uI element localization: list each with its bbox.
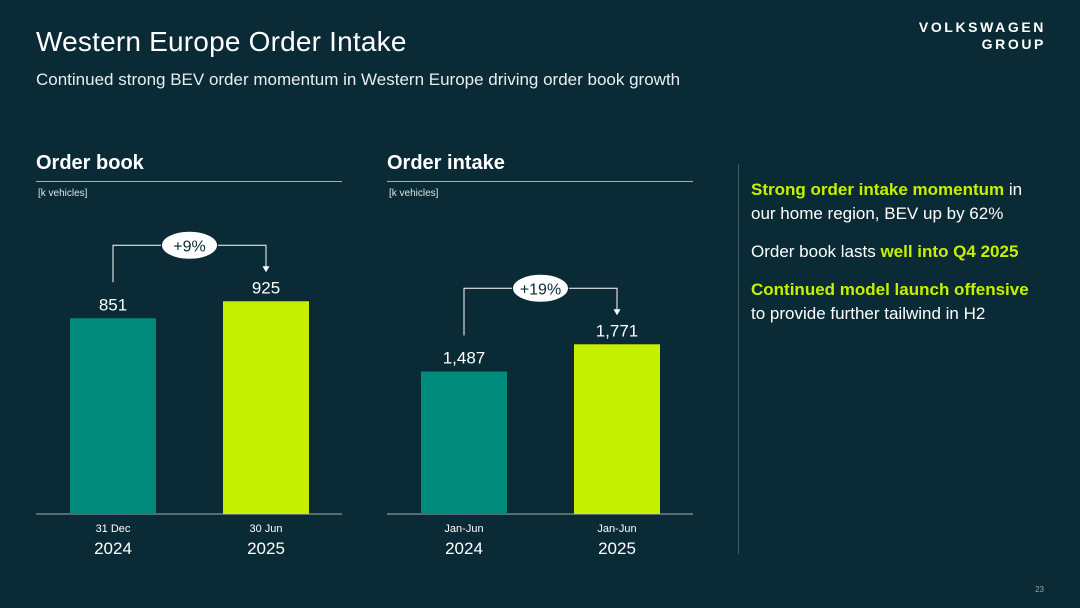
- chart-title: Order book: [36, 152, 144, 174]
- highlight-text: Strong order intake momentum: [751, 180, 1005, 199]
- category-year: 2024: [445, 539, 483, 558]
- value-label: 1,771: [596, 321, 639, 340]
- bar-1: [70, 318, 156, 514]
- order-book-plot: 851 31 Dec 2024 925 30 Jun 2025 +9%: [36, 230, 342, 558]
- category-label: 31 Dec: [96, 523, 131, 535]
- bar-1: [421, 371, 507, 514]
- key-message-2: Order book lasts well into Q4 2025: [751, 240, 1041, 264]
- value-label: 851: [99, 295, 127, 314]
- body-text: Order book lasts: [751, 242, 881, 261]
- logo-line-1: VOLKSWAGEN: [918, 19, 1046, 35]
- page-subtitle: Continued strong BEV order momentum in W…: [36, 70, 681, 89]
- unit-label: [k vehicles]: [389, 188, 439, 199]
- growth-badge: [512, 273, 569, 303]
- order-intake-chart: Order intake [k vehicles] 1,487 Jan-Jun 20…: [387, 152, 693, 562]
- category-year: 2024: [94, 539, 132, 558]
- volkswagen-group-logo: VOLKSWAGEN GROUP: [919, 19, 1046, 53]
- value-label: 1,487: [443, 348, 486, 367]
- connector-arrowhead: [613, 309, 621, 316]
- unit-label: [k vehicles]: [38, 188, 88, 199]
- value-label: 925: [252, 278, 280, 297]
- sidebar-divider: [738, 164, 739, 554]
- page-number: 23: [1035, 585, 1044, 594]
- key-messages: Strong order intake momentum in our home…: [751, 178, 1041, 340]
- bar-2: [574, 344, 660, 514]
- growth-label: +9%: [173, 238, 205, 255]
- chart-title: Order intake: [387, 152, 505, 174]
- growth-badge: [161, 230, 218, 260]
- page-title: Western Europe Order Intake: [36, 26, 407, 57]
- key-message-3: Continued model launch offensive to prov…: [751, 278, 1041, 326]
- key-message-1: Strong order intake momentum in our home…: [751, 178, 1041, 226]
- connector-arrowhead: [262, 266, 270, 273]
- category-label: Jan-Jun: [597, 523, 636, 535]
- bar-2: [223, 301, 309, 514]
- logo-line-2: GROUP: [981, 36, 1046, 52]
- category-label: 30 Jun: [249, 523, 282, 535]
- category-year: 2025: [247, 539, 285, 558]
- order-book-chart: Order book [k vehicles] 851 31 Dec 2024 925…: [36, 152, 342, 562]
- order-intake-plot: 1,487 Jan-Jun 2024 1,771 Jan-Jun 2025 +19%: [387, 273, 693, 558]
- growth-label: +19%: [520, 281, 561, 298]
- highlight-text: well into Q4 2025: [880, 242, 1019, 261]
- category-label: Jan-Jun: [444, 523, 483, 535]
- title-divider: [387, 181, 693, 182]
- body-text: in our home region, BEV up by 62%: [751, 180, 1023, 223]
- title-divider: [36, 181, 342, 182]
- body-text: to provide further tailwind in H2: [751, 304, 986, 323]
- category-year: 2025: [598, 539, 636, 558]
- highlight-text: Continued model launch offensive: [751, 280, 1029, 299]
